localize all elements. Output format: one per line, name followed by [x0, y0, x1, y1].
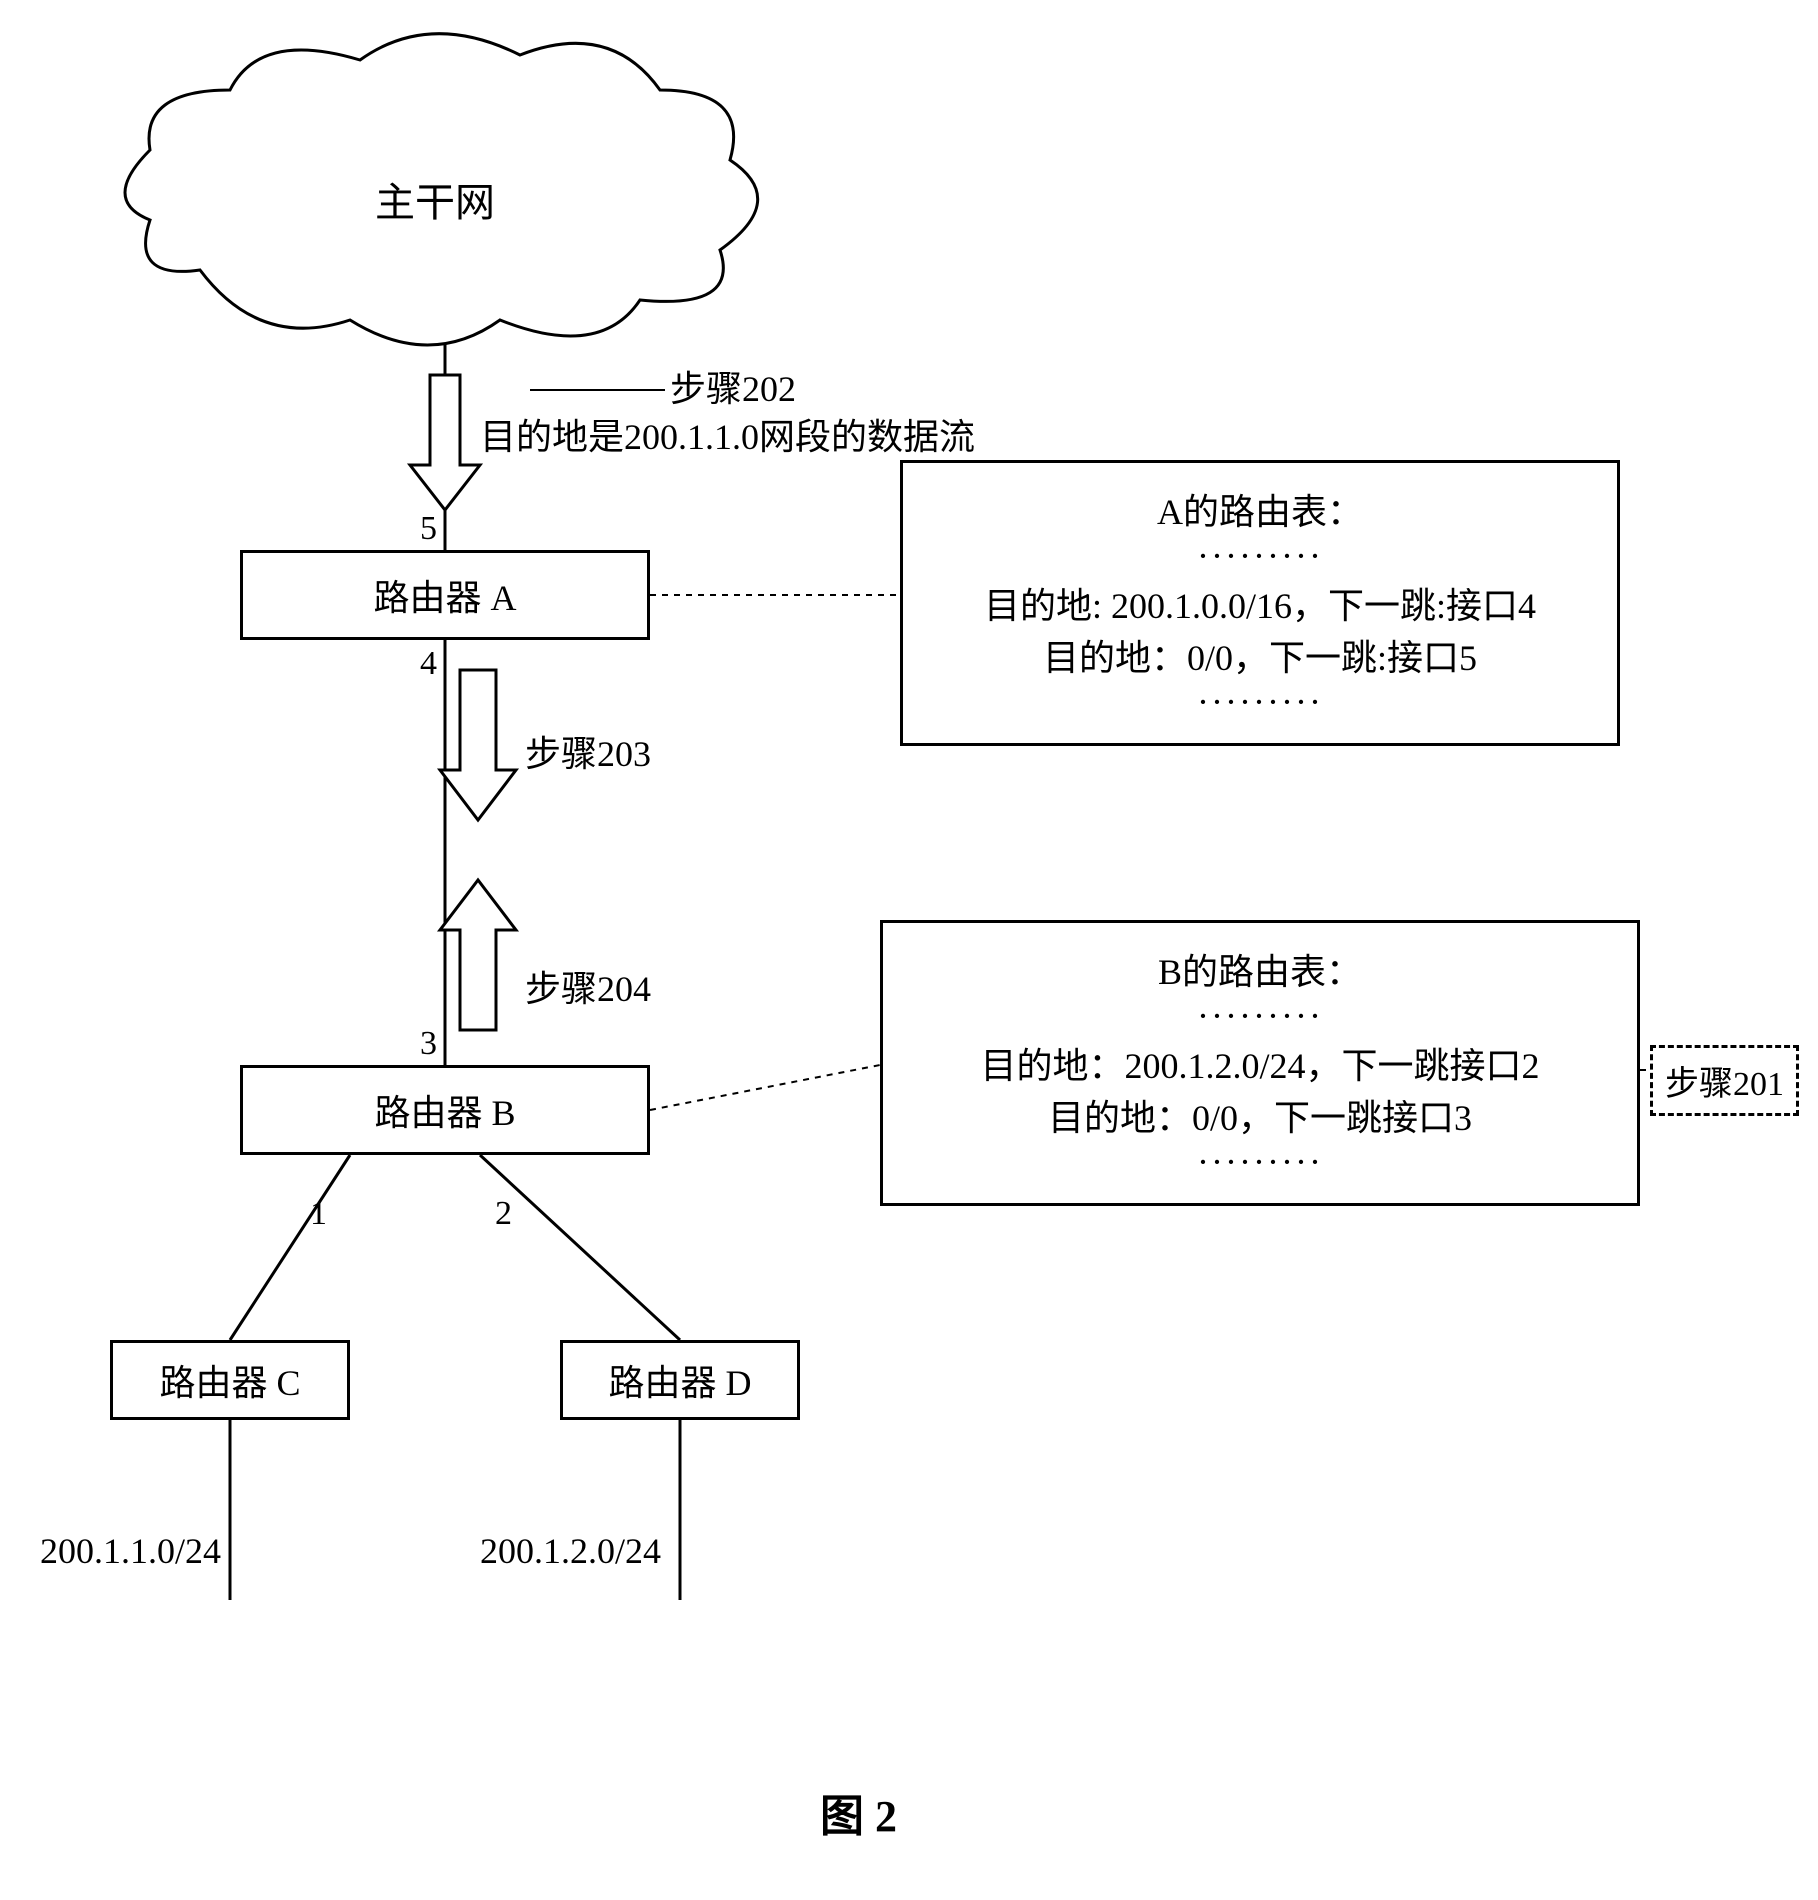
subnet-d-label: 200.1.2.0/24 [480, 1530, 661, 1572]
router-d: 路由器 D [560, 1340, 800, 1420]
routing-table-a: A的路由表： ········· 目的地: 200.1.0.0/16，下一跳:接… [900, 460, 1620, 746]
routing-table-a-title: A的路由表： [933, 483, 1587, 535]
step-201-label: 步骤201 [1665, 1066, 1784, 1103]
routing-table-b: B的路由表： ········· 目的地：200.1.2.0/24，下一跳接口2… [880, 920, 1640, 1206]
routing-table-b-row-1: 目的地：0/0，下一跳接口3 [913, 1089, 1607, 1141]
dots: ········· [933, 681, 1587, 723]
arrow-step202 [410, 375, 480, 510]
router-d-label: 路由器 D [609, 1354, 752, 1406]
port-2: 2 [495, 1195, 512, 1233]
step-203-label: 步骤203 [525, 725, 651, 777]
router-a-label: 路由器 A [374, 569, 517, 621]
diagram-canvas: 主干网 路由器 A 路由器 B 路由器 C 路由器 D A的路由表： ·····… [0, 0, 1818, 1900]
dots: ········· [913, 995, 1607, 1037]
router-c: 路由器 C [110, 1340, 350, 1420]
router-b: 路由器 B [240, 1065, 650, 1155]
routing-table-a-row-0: 目的地: 200.1.0.0/16，下一跳:接口4 [933, 577, 1587, 629]
subnet-c-label: 200.1.1.0/24 [40, 1530, 221, 1572]
step-201-box: 步骤201 [1650, 1045, 1799, 1116]
link-b-c [230, 1155, 350, 1340]
step-202-label: 步骤202 [670, 360, 796, 412]
cloud-label: 主干网 [375, 170, 495, 228]
port-5: 5 [420, 510, 437, 548]
link-b-d [480, 1155, 680, 1340]
step-204-label: 步骤204 [525, 960, 651, 1012]
port-3: 3 [420, 1025, 437, 1063]
router-b-label: 路由器 B [374, 1084, 515, 1136]
dots: ········· [913, 1141, 1607, 1183]
router-a: 路由器 A [240, 550, 650, 640]
dataflow-label: 目的地是200.1.1.0网段的数据流 [480, 408, 975, 460]
dots: ········· [933, 535, 1587, 577]
figure-label: 图 2 [820, 1780, 897, 1844]
arrow-step204 [440, 880, 516, 1030]
arrow-step203 [440, 670, 516, 820]
routing-table-b-title: B的路由表： [913, 943, 1607, 995]
port-1: 1 [310, 1195, 327, 1233]
router-c-label: 路由器 C [159, 1354, 300, 1406]
routing-table-a-row-1: 目的地：0/0，下一跳:接口5 [933, 629, 1587, 681]
port-4: 4 [420, 645, 437, 683]
dashed-b-table [650, 1065, 880, 1110]
routing-table-b-row-0: 目的地：200.1.2.0/24，下一跳接口2 [913, 1037, 1607, 1089]
